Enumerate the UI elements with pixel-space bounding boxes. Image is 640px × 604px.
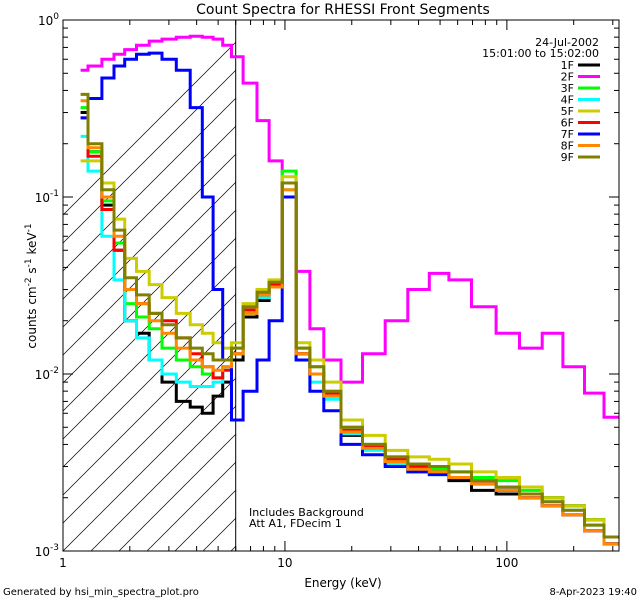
hatch-line — [63, 20, 259, 216]
legend-label-2F: 2F — [561, 71, 574, 84]
x-axis-label: Energy (keV) — [304, 576, 381, 590]
annotation-background: Includes Background — [249, 506, 364, 519]
y-label-part-0: counts cm — [25, 286, 39, 348]
x-tick-label: 1 — [59, 556, 67, 570]
legend-label-8F: 8F — [561, 140, 574, 153]
y-axis-label: counts cm-2 s-1 keV-1 — [24, 223, 39, 348]
x-tick-label: 10 — [277, 556, 292, 570]
y-label-part-3: -1 — [24, 258, 34, 267]
y-tick-label: 10-1 — [35, 189, 59, 205]
legend-label-4F: 4F — [561, 94, 574, 107]
legend-label-5F: 5F — [561, 105, 574, 118]
date-label: 24-Jul-2002 — [535, 36, 599, 49]
series-layer — [80, 34, 619, 546]
y-label-part-1: -2 — [24, 277, 34, 286]
legend-label-7F: 7F — [561, 128, 574, 141]
y-tick-label: 100 — [38, 12, 59, 28]
y-tick-label: 10-2 — [35, 366, 59, 382]
series-5F-line — [80, 159, 619, 539]
time-range-label: 15:01:00 to 15:02:00 — [482, 47, 599, 60]
y-label-part-5: -1 — [24, 223, 34, 232]
axis-layer: 1 10 100 100 10-1 10-2 10-3 — [35, 12, 619, 570]
y-tick-label: 10-3 — [35, 543, 59, 559]
legend-label-9F: 9F — [561, 151, 574, 164]
y-label-part-4: keV — [25, 232, 39, 259]
y-label-part-2: s — [25, 267, 39, 277]
generated-by-label: Generated by hsi_min_spectra_plot.pro — [3, 587, 199, 598]
chart-title: Count Spectra for RHESSI Front Segments — [196, 2, 490, 18]
legend-label-1F: 1F — [561, 59, 574, 72]
series-9F-line — [80, 92, 619, 539]
annotation-attenuator: Att A1, FDecim 1 — [249, 517, 342, 530]
legend-label-6F: 6F — [561, 117, 574, 130]
legend-label-3F: 3F — [561, 82, 574, 95]
hatch-line — [63, 20, 315, 272]
plot-frame — [62, 19, 620, 552]
timestamp-label: 8-Apr-2023 19:40 — [550, 587, 637, 598]
x-tick-label: 100 — [495, 556, 518, 570]
